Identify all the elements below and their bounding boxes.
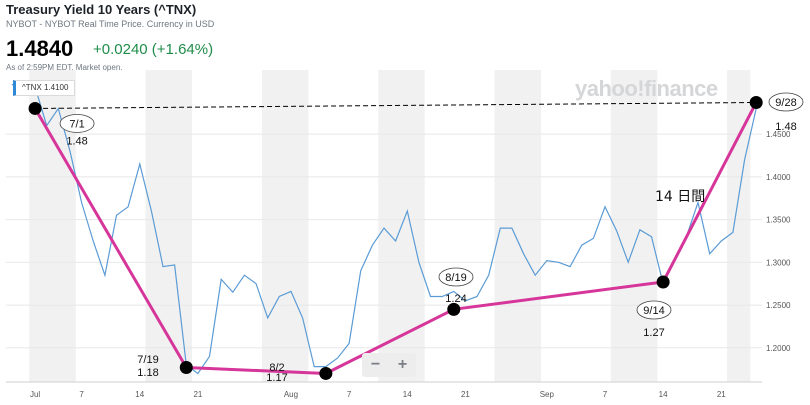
annotation-marker-9-14 (656, 275, 670, 289)
x-tick-label: 14 (135, 390, 144, 399)
annotation-marker-7-19 (179, 360, 193, 374)
weekend-band (261, 70, 309, 382)
annotation-marker-8-2 (319, 366, 333, 380)
y-tick-label: 1.2500 (766, 301, 791, 310)
zoom-controls: − + (362, 353, 416, 377)
value-label: 1.18 (137, 367, 158, 379)
date-label-ellipse (768, 92, 804, 112)
price-change: +0.0240 (+1.64%) (93, 41, 214, 58)
value-label: 1.48 (66, 135, 87, 147)
exchange-subtitle: NYBOT - NYBOT Real Time Price. Currency … (6, 19, 215, 29)
weekend-band (494, 70, 542, 382)
trend-annotation-line (33, 101, 758, 375)
x-tick-label: 7 (79, 390, 84, 399)
dashed-reference-line (35, 101, 757, 109)
y-tick-label: 1.3500 (766, 216, 791, 225)
x-tick-label: 21 (461, 390, 470, 399)
x-tick-label: 21 (193, 390, 202, 399)
x-tick-label: Sep (540, 390, 555, 399)
date-label: 7/1 (69, 118, 84, 130)
date-label: 8/2 (269, 362, 284, 374)
value-label: 1.17 (266, 372, 287, 384)
value-label: 1.48 (775, 121, 796, 133)
y-tick-label: 1.4000 (766, 173, 791, 182)
x-tick-label: 7 (347, 390, 352, 399)
value-label: 1.24 (445, 293, 466, 305)
zoom-out-button[interactable]: − (370, 356, 381, 373)
period-label: 14 日間 (655, 189, 705, 205)
date-label-ellipse (438, 267, 474, 287)
date-label-ellipse (59, 114, 95, 133)
price-series-line (11, 83, 757, 375)
date-label: 8/19 (445, 272, 466, 284)
y-tick-label: 1.2000 (766, 344, 791, 353)
weekend-band (145, 70, 193, 382)
as-of-timestamp: As of 2:59PM EDT. Market open. (6, 63, 123, 72)
x-tick-label: Aug (284, 390, 298, 399)
date-label-ellipse (636, 300, 672, 320)
weekend-band (727, 70, 751, 382)
weekend-band (610, 70, 658, 382)
y-tick-label: 1.3000 (766, 258, 791, 267)
y-tick-label: 1.4500 (766, 130, 791, 139)
date-label: 7/19 (137, 354, 158, 366)
series-legend[interactable]: ^TNX 1.4100 (13, 80, 76, 96)
date-label: 9/28 (775, 97, 796, 109)
annotation-marker-9-28 (749, 95, 763, 109)
value-label: 1.27 (643, 327, 664, 339)
yahoo-finance-logo: yahoo!finance (575, 76, 718, 101)
current-price: 1.4840 (6, 36, 74, 61)
zoom-in-button[interactable]: + (397, 356, 408, 373)
x-tick-label: 14 (659, 390, 668, 399)
x-tick-label: 14 (403, 390, 412, 399)
annotation-marker-7-1 (28, 101, 42, 115)
x-tick-label: 21 (717, 390, 726, 399)
x-tick-label: Jul (30, 390, 40, 399)
annotation-marker-8-19 (447, 302, 461, 316)
x-tick-label: 7 (603, 390, 608, 399)
page-title: Treasury Yield 10 Years (^TNX) (6, 2, 197, 17)
date-label: 9/14 (643, 305, 664, 317)
